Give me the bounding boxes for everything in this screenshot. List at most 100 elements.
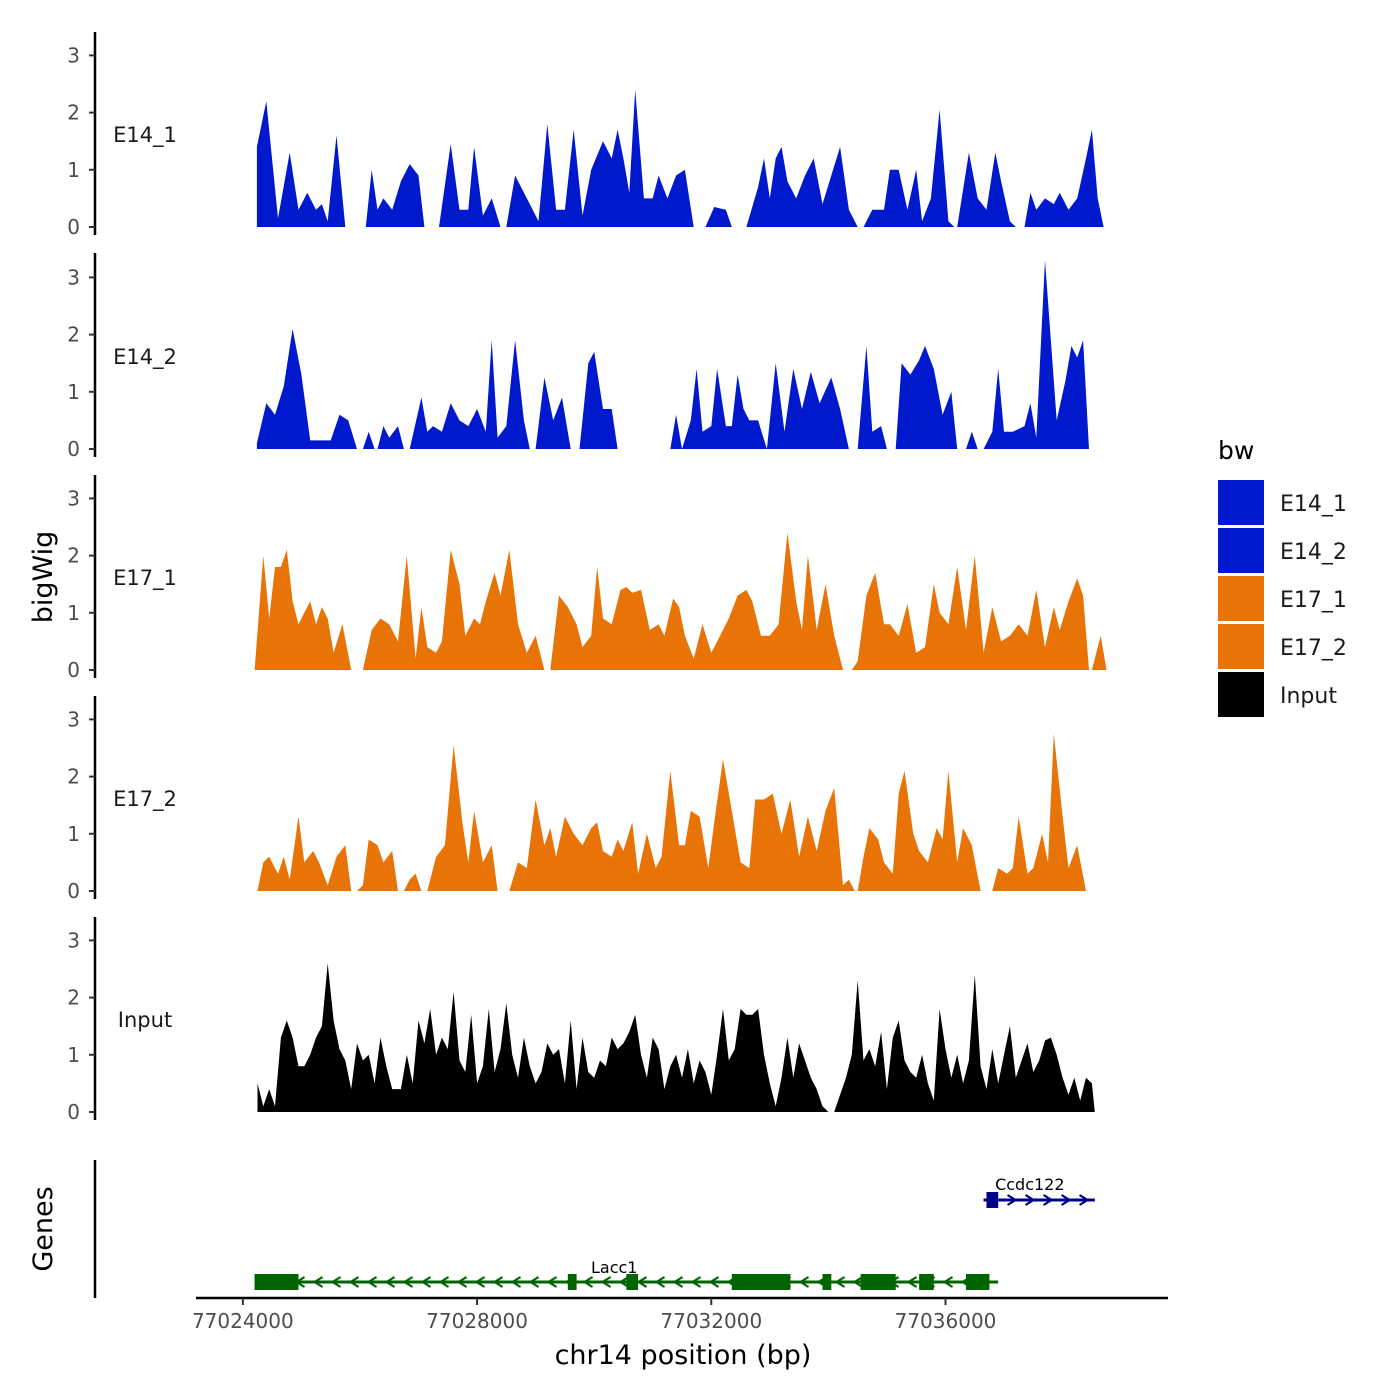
legend-key-Input [1218, 672, 1264, 717]
gene-label: Ccdc122 [995, 1175, 1064, 1194]
x-tick-label: 77032000 [660, 1309, 762, 1333]
signal-area-E14_1 [863, 109, 955, 227]
strand-arrow [456, 1276, 468, 1288]
y-tick-label: 3 [67, 265, 80, 289]
strand-arrow [600, 1276, 612, 1288]
y-tick-label: 2 [67, 101, 80, 125]
signal-area-E14_1 [705, 207, 732, 227]
y-tick-label: 1 [67, 822, 80, 846]
y-tick-label: 1 [67, 158, 80, 182]
y-tick-label: 3 [67, 486, 80, 510]
y-tick-label: 0 [67, 879, 80, 903]
y-tick-label: 2 [67, 765, 80, 789]
strand-arrow [510, 1276, 522, 1288]
genes-layer: Ccdc122 Lacc1 [93, 1160, 1095, 1298]
track-panel-E14_2: 0 1 2 3 E14_2 [67, 253, 1089, 461]
strand-arrow [690, 1276, 702, 1288]
strand-arrow [528, 1276, 540, 1288]
tracks-layer: 0 1 2 3 E14_1 0 1 2 3 E14_2 0 1 2 3 E17_1 0 1 2 3 E17_2 0 1 2 3… [67, 32, 1107, 1124]
y-tick-label: 2 [67, 544, 80, 568]
legend-label: E17_2 [1280, 636, 1347, 661]
track-label: E17_2 [113, 787, 177, 812]
strand-arrow [708, 1276, 720, 1288]
strand-arrow [654, 1276, 666, 1288]
legend-label: Input [1280, 684, 1337, 709]
gene-model-Ccdc122: Ccdc122 [983, 1175, 1095, 1208]
signal-area-E17_1 [550, 532, 843, 670]
signal-area-E14_1 [256, 101, 346, 227]
genes-axis-title: Genes [28, 1186, 59, 1271]
signal-area-E17_2 [992, 733, 1086, 891]
y-tick-label: 2 [67, 986, 80, 1010]
legend-label: E14_1 [1280, 492, 1347, 517]
legend: E14_1 E14_2 E17_1 E17_2 Input [1218, 480, 1347, 717]
x-axis-title: chr14 position (bp) [555, 1340, 812, 1371]
signal-area-E14_2 [983, 260, 1089, 449]
strand-arrow [1006, 1194, 1018, 1206]
strand-arrow [1060, 1194, 1072, 1206]
strand-arrow [1078, 1194, 1090, 1206]
y-tick-label: 0 [67, 215, 80, 239]
track-label: E17_1 [113, 566, 177, 591]
y-tick-label: 0 [67, 437, 80, 461]
gene-exon [822, 1274, 832, 1290]
strand-arrow [1042, 1194, 1054, 1206]
signal-area-E14_1 [506, 89, 694, 227]
strand-arrow [636, 1276, 648, 1288]
gene-exon [986, 1192, 999, 1208]
gene-exon [626, 1274, 639, 1290]
strand-arrow [834, 1276, 846, 1288]
legend-label: E17_1 [1280, 588, 1347, 613]
signal-area-Input [257, 963, 829, 1112]
gene-exon [731, 1274, 791, 1290]
y-tick-label: 0 [67, 658, 80, 682]
signal-area-E17_1 [851, 555, 1089, 670]
signal-area-E14_1 [439, 144, 501, 227]
signal-area-E14_2 [857, 346, 887, 449]
y-tick-label: 1 [67, 380, 80, 404]
y-tick-label: 3 [67, 43, 80, 67]
x-tick-label: 77028000 [426, 1309, 528, 1333]
legend-key-E17_2 [1218, 624, 1264, 669]
signal-area-E14_2 [409, 340, 530, 449]
gene-exon [965, 1274, 990, 1290]
strand-arrow [942, 1276, 954, 1288]
signal-area-E14_2 [256, 328, 357, 449]
x-tick-label: 77036000 [895, 1309, 997, 1333]
strand-arrow [546, 1276, 558, 1288]
signal-area-E14_2 [966, 431, 978, 449]
signal-area-E14_2 [579, 351, 618, 449]
signal-area-E14_2 [895, 346, 958, 449]
strand-arrow [330, 1276, 342, 1288]
signal-area-E17_2 [357, 839, 398, 891]
signal-area-Input [834, 974, 1095, 1112]
track-label: Input [118, 1008, 172, 1032]
strand-arrow [402, 1276, 414, 1288]
y-tick-label: 1 [67, 601, 80, 625]
strand-arrow [366, 1276, 378, 1288]
signal-area-E17_2 [857, 770, 981, 891]
signal-area-E17_2 [403, 873, 422, 891]
strand-arrow [798, 1276, 810, 1288]
strand-arrow [582, 1276, 594, 1288]
strand-arrow [1024, 1194, 1036, 1206]
signal-area-E17_1 [1091, 635, 1107, 670]
signal-area-E14_1 [365, 164, 425, 227]
x-axis: 77024000 77028000 77032000 77036000 [192, 1296, 1168, 1333]
track-panel-Input: 0 1 2 3 Input [67, 917, 1095, 1124]
strand-arrow [348, 1276, 360, 1288]
legend-label: E14_2 [1280, 540, 1347, 565]
signal-area-E17_1 [362, 549, 545, 670]
y-tick-label: 3 [67, 707, 80, 731]
gene-exon [860, 1274, 896, 1290]
strand-arrow [852, 1276, 864, 1288]
y-tick-label: 1 [67, 1043, 80, 1067]
strand-arrow [672, 1276, 684, 1288]
strand-arrow [906, 1276, 918, 1288]
signal-area-E17_2 [257, 816, 352, 891]
y-tick-label: 0 [67, 1100, 80, 1124]
signal-area-E14_2 [535, 377, 571, 449]
signal-area-E14_2 [362, 431, 375, 449]
